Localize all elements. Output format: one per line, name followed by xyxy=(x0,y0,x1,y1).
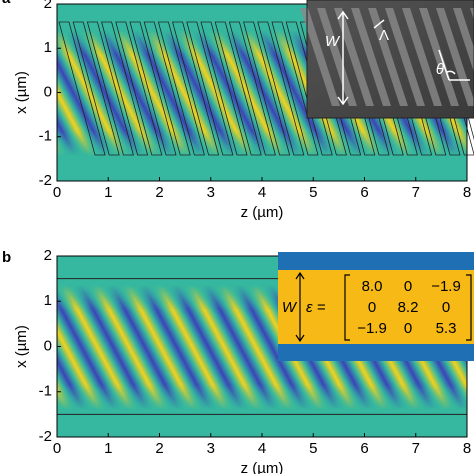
grating-outline xyxy=(228,21,276,156)
sem-grating-bar xyxy=(351,8,391,106)
grating-outline xyxy=(72,21,120,156)
sem-image-edge xyxy=(306,0,474,119)
grating-outline xyxy=(214,21,262,156)
x-tick-label: 5 xyxy=(309,184,317,201)
x-tick-label: 6 xyxy=(360,184,368,201)
panel-label: b xyxy=(2,249,11,266)
matrix-entry: −1.9 xyxy=(431,278,461,295)
width-arrow-heads xyxy=(337,10,349,106)
y-tick-label: -1 xyxy=(39,128,52,145)
sem-grating-bar xyxy=(419,8,459,106)
x-tick-label: 3 xyxy=(207,440,215,457)
y-tick-label: 1 xyxy=(44,39,52,56)
sem-grating-bar xyxy=(436,8,474,106)
matrix-entry: 8.0 xyxy=(362,278,383,295)
sem-grating-bar xyxy=(334,8,374,106)
x-tick-label: 5 xyxy=(309,440,317,457)
x-tick-label: 7 xyxy=(412,440,420,457)
y-tick-label: -2 xyxy=(39,172,52,189)
x-tick-label: 8 xyxy=(463,440,471,457)
x-tick-label: 1 xyxy=(104,184,112,201)
x-tick-label: 0 xyxy=(53,184,61,201)
x-tick-label: 8 xyxy=(463,184,471,201)
period-arrow xyxy=(373,19,385,29)
matrix-entry: 5.3 xyxy=(436,320,457,337)
x-axis-label: z (µm) xyxy=(241,204,284,221)
sem-grating-bar xyxy=(300,8,340,106)
y-tick-label: 0 xyxy=(44,83,52,100)
grating-outline xyxy=(186,21,234,156)
x-tick-label: 7 xyxy=(412,184,420,201)
x-axis-label: z (µm) xyxy=(241,460,284,474)
matrix-entry: −1.9 xyxy=(357,320,387,337)
grating-outline xyxy=(86,21,134,156)
sem-grating-bar xyxy=(368,8,408,106)
x-tick-label: 2 xyxy=(155,184,163,201)
sem-grating-bar xyxy=(317,8,357,106)
y-tick-label: 1 xyxy=(44,292,52,309)
angle-mark xyxy=(438,49,470,81)
sem-grating-bar xyxy=(402,8,442,106)
sem-inset: W Λθ xyxy=(300,0,474,119)
matrix-brackets xyxy=(344,274,472,341)
grating-outline xyxy=(157,21,205,156)
y-tick-label: -2 xyxy=(39,428,52,445)
width-label: W xyxy=(282,299,298,316)
sem-grating-bar xyxy=(385,8,425,106)
matrix-entry: 0 xyxy=(404,278,412,295)
x-tick-label: 1 xyxy=(104,440,112,457)
matrix-entry: 0 xyxy=(368,299,376,316)
y-tick-label: 0 xyxy=(44,337,52,354)
x-tick-label: 0 xyxy=(53,440,61,457)
grating-outline xyxy=(243,21,291,156)
x-tick-label: 3 xyxy=(207,184,215,201)
cladding-bottom xyxy=(278,344,474,361)
cladding-top xyxy=(278,252,474,270)
angle-label: θ xyxy=(436,61,444,78)
panel: 0 1 2 3 4 5 6 7 8 -2 -1 0 1 2 z (µm) x (µm) a W Λθ xyxy=(2,0,474,221)
width-label: W xyxy=(325,33,341,50)
grating-outline xyxy=(172,21,220,156)
y-axis-label: x (µm) xyxy=(13,325,30,368)
panel-label: a xyxy=(2,0,11,7)
y-tick-label: 2 xyxy=(44,247,52,264)
sem-grating-bar xyxy=(453,8,474,73)
epsilon-label: ε = xyxy=(306,299,326,316)
y-axis-label: x (µm) xyxy=(13,71,30,114)
matrix-entry: 0 xyxy=(404,320,412,337)
matrix-entry: 0 xyxy=(442,299,450,316)
grating-outline xyxy=(101,21,149,156)
grating-outline xyxy=(115,21,163,156)
x-tick-label: 4 xyxy=(258,440,266,457)
x-tick-label: 2 xyxy=(155,440,163,457)
y-tick-label: 2 xyxy=(44,0,52,12)
width-arrow-heads xyxy=(295,271,305,343)
core xyxy=(278,270,474,344)
x-tick-label: 6 xyxy=(360,440,368,457)
matrix-entry: 8.2 xyxy=(398,299,419,316)
grating-outline xyxy=(257,21,305,156)
panel: 0 1 2 3 4 5 6 7 8 -2 -1 0 1 2 z (µm) x (µm) b W ε = 8.0 0 −1.… xyxy=(2,247,474,474)
grating-outline xyxy=(129,21,177,156)
period-label: Λ xyxy=(379,27,389,44)
y-tick-label: -1 xyxy=(39,383,52,400)
grating-outline xyxy=(58,21,106,156)
sem-grating-bar xyxy=(470,8,474,21)
grating-outline xyxy=(143,21,191,156)
grating-outline xyxy=(200,21,248,156)
grating-outline xyxy=(271,21,319,156)
x-tick-label: 4 xyxy=(258,184,266,201)
